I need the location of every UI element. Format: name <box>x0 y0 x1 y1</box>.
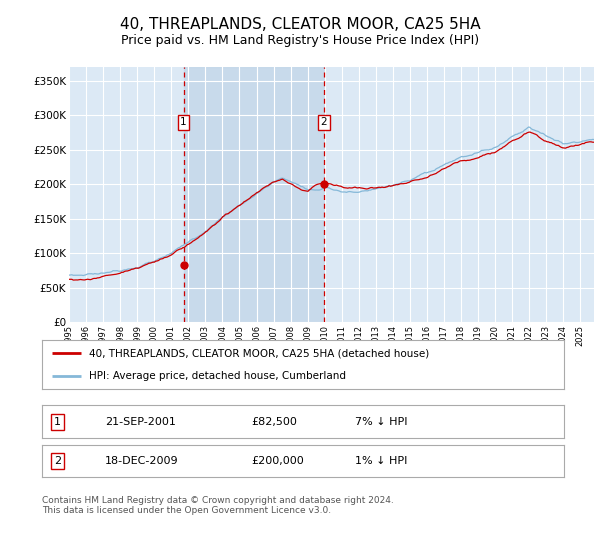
Text: 18-DEC-2009: 18-DEC-2009 <box>104 456 178 466</box>
Text: 21-SEP-2001: 21-SEP-2001 <box>104 417 176 427</box>
Text: 2: 2 <box>320 117 328 127</box>
Text: 40, THREAPLANDS, CLEATOR MOOR, CA25 5HA: 40, THREAPLANDS, CLEATOR MOOR, CA25 5HA <box>119 17 481 32</box>
Text: £200,000: £200,000 <box>251 456 304 466</box>
Bar <box>184 67 324 322</box>
Text: 40, THREAPLANDS, CLEATOR MOOR, CA25 5HA (detached house): 40, THREAPLANDS, CLEATOR MOOR, CA25 5HA … <box>89 348 429 358</box>
Text: 1: 1 <box>180 117 187 127</box>
Text: Contains HM Land Registry data © Crown copyright and database right 2024.
This d: Contains HM Land Registry data © Crown c… <box>42 496 394 515</box>
Text: 7% ↓ HPI: 7% ↓ HPI <box>355 417 408 427</box>
Text: Price paid vs. HM Land Registry's House Price Index (HPI): Price paid vs. HM Land Registry's House … <box>121 34 479 46</box>
Text: £82,500: £82,500 <box>251 417 296 427</box>
Text: 1: 1 <box>54 417 61 427</box>
Text: HPI: Average price, detached house, Cumberland: HPI: Average price, detached house, Cumb… <box>89 371 346 381</box>
Text: 2: 2 <box>54 456 61 466</box>
Text: 1% ↓ HPI: 1% ↓ HPI <box>355 456 407 466</box>
